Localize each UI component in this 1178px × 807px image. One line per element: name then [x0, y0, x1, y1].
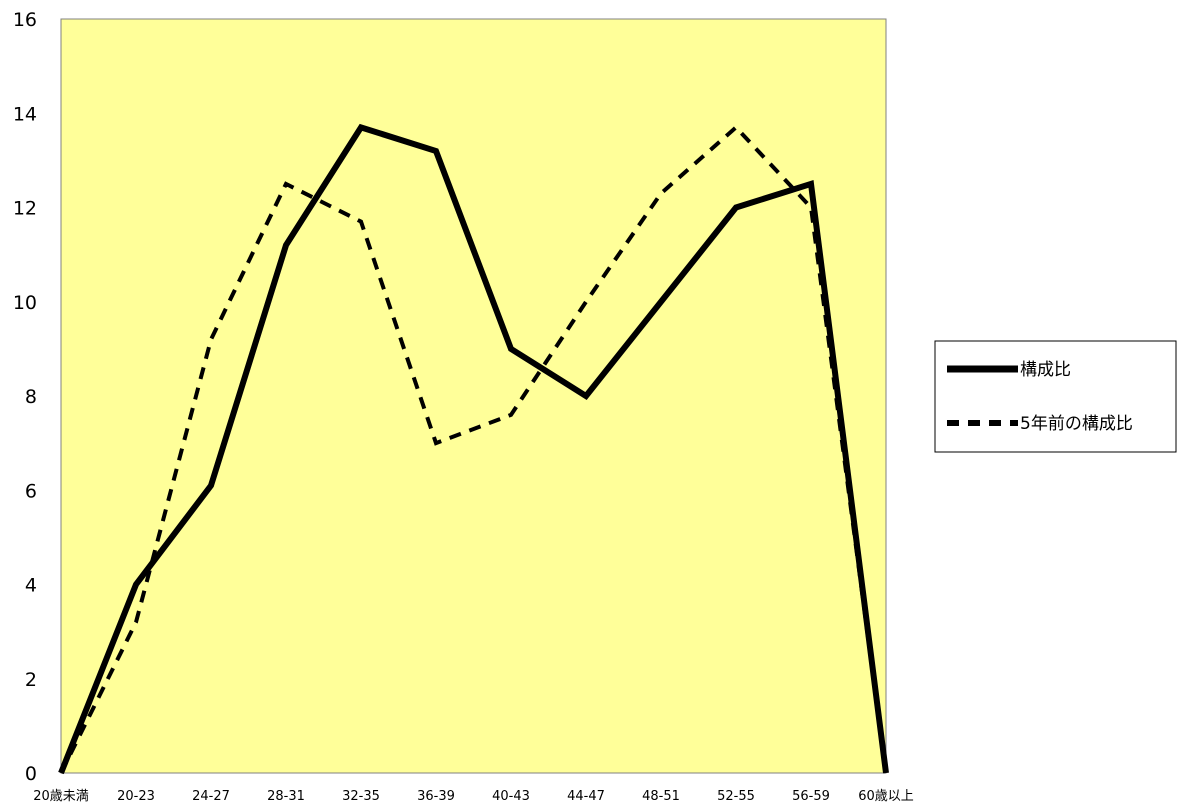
x-tick-label: 24-27 [192, 789, 230, 804]
x-tick-label: 40-43 [492, 789, 530, 804]
series-lines [58, 123, 889, 775]
x-tick-label: 20-23 [117, 789, 155, 804]
y-tick-label: 0 [25, 763, 37, 785]
x-tick-label: 52-55 [717, 789, 755, 804]
x-axis-labels: 20歳未満 20-23 24-27 28-31 32-35 36-39 40-43 44-47… [33, 789, 914, 804]
previous-data-point [211, 339, 212, 340]
plot-area [60, 18, 887, 774]
series-line-previous [59, 124, 888, 774]
y-tick-label: 2 [25, 669, 37, 691]
previous-data-point [586, 301, 587, 302]
y-tick-label: 12 [13, 198, 37, 220]
previous-data-point [136, 622, 137, 623]
x-tick-label: 44-47 [567, 789, 605, 804]
x-tick-label: 20歳未満 [33, 789, 89, 804]
y-tick-label: 14 [13, 103, 37, 125]
y-axis-labels: 0 2 4 6 8 10 12 14 16 [13, 9, 37, 785]
previous-data-point [286, 183, 287, 184]
y-tick-label: 16 [13, 9, 37, 31]
x-tick-label: 28-31 [267, 789, 305, 804]
x-tick-label: 56-59 [792, 789, 830, 804]
y-tick-label: 8 [25, 386, 37, 408]
legend: 構成比 5年前の構成比 [934, 340, 1177, 453]
previous-data-point [736, 127, 737, 128]
x-tick-label: 32-35 [342, 789, 380, 804]
legend-box [934, 340, 1177, 453]
previous-data-point [361, 221, 362, 222]
series-line-current [58, 123, 889, 775]
previous-data-point [511, 414, 512, 415]
y-tick-label: 6 [25, 480, 37, 502]
x-tick-label: 48-51 [642, 789, 680, 804]
previous-data-point [661, 193, 662, 194]
y-tick-label: 10 [13, 292, 37, 314]
x-tick-label: 60歳以上 [858, 789, 914, 804]
x-tick-label: 36-39 [417, 789, 455, 804]
legend-label: 構成比 [1020, 360, 1071, 380]
previous-data-point [436, 443, 437, 444]
y-tick-label: 4 [25, 575, 37, 597]
legend-label: 5年前の構成比 [1020, 414, 1133, 434]
